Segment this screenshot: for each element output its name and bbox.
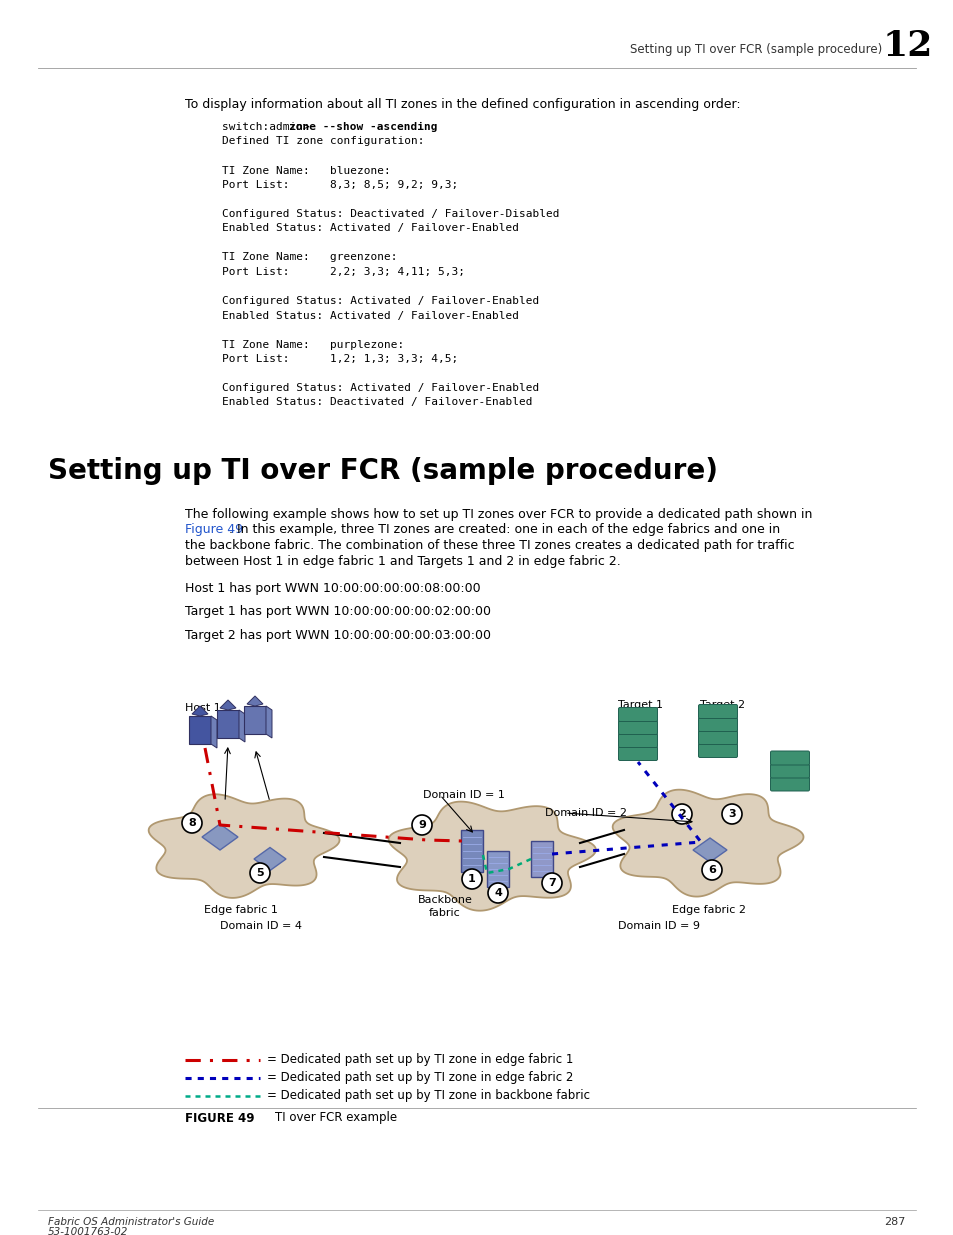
Text: 6: 6 bbox=[707, 864, 715, 876]
FancyBboxPatch shape bbox=[216, 710, 239, 739]
Polygon shape bbox=[388, 802, 596, 910]
FancyBboxPatch shape bbox=[244, 706, 266, 734]
FancyBboxPatch shape bbox=[770, 777, 809, 790]
Text: = Dedicated path set up by TI zone in backbone fabric: = Dedicated path set up by TI zone in ba… bbox=[267, 1089, 589, 1103]
Text: 5: 5 bbox=[256, 868, 264, 878]
FancyBboxPatch shape bbox=[189, 716, 211, 743]
Polygon shape bbox=[253, 847, 286, 871]
Circle shape bbox=[182, 813, 202, 832]
Text: Setting up TI over FCR (sample procedure): Setting up TI over FCR (sample procedure… bbox=[629, 43, 882, 57]
FancyBboxPatch shape bbox=[770, 764, 809, 778]
FancyBboxPatch shape bbox=[698, 730, 737, 745]
Text: Port List:      8,3; 8,5; 9,2; 9,3;: Port List: 8,3; 8,5; 9,2; 9,3; bbox=[222, 180, 457, 190]
FancyBboxPatch shape bbox=[531, 841, 553, 877]
Text: Figure 49: Figure 49 bbox=[185, 524, 243, 536]
Text: The following example shows how to set up TI zones over FCR to provide a dedicat: The following example shows how to set u… bbox=[185, 508, 812, 521]
FancyBboxPatch shape bbox=[618, 746, 657, 761]
Text: TI Zone Name:   purplezone:: TI Zone Name: purplezone: bbox=[222, 340, 404, 350]
Text: Host 1 has port WWN 10:00:00:00:00:08:00:00: Host 1 has port WWN 10:00:00:00:00:08:00… bbox=[185, 582, 480, 595]
Text: 1: 1 bbox=[468, 874, 476, 884]
Text: Port List:      1,2; 1,3; 3,3; 4,5;: Port List: 1,2; 1,3; 3,3; 4,5; bbox=[222, 354, 457, 364]
Text: FIGURE 49: FIGURE 49 bbox=[185, 1112, 254, 1125]
Text: Enabled Status: Activated / Failover-Enabled: Enabled Status: Activated / Failover-Ena… bbox=[222, 224, 518, 233]
Text: Edge fabric 2: Edge fabric 2 bbox=[671, 905, 745, 915]
Circle shape bbox=[250, 863, 270, 883]
Circle shape bbox=[541, 873, 561, 893]
Polygon shape bbox=[612, 789, 802, 897]
Text: between Host 1 in edge fabric 1 and Targets 1 and 2 in edge fabric 2.: between Host 1 in edge fabric 1 and Targ… bbox=[185, 555, 620, 568]
Polygon shape bbox=[202, 824, 237, 850]
Text: TI over FCR example: TI over FCR example bbox=[260, 1112, 396, 1125]
Text: Configured Status: Activated / Failover-Enabled: Configured Status: Activated / Failover-… bbox=[222, 383, 538, 393]
Polygon shape bbox=[211, 716, 216, 748]
Text: Target 1 has port WWN 10:00:00:00:00:02:00:00: Target 1 has port WWN 10:00:00:00:00:02:… bbox=[185, 605, 491, 619]
Circle shape bbox=[721, 804, 741, 824]
Text: 2: 2 bbox=[678, 809, 685, 819]
Text: TI Zone Name:   greenzone:: TI Zone Name: greenzone: bbox=[222, 252, 397, 263]
Text: 287: 287 bbox=[883, 1216, 905, 1228]
Text: fabric: fabric bbox=[429, 908, 460, 918]
Polygon shape bbox=[266, 706, 272, 739]
FancyBboxPatch shape bbox=[698, 743, 737, 757]
FancyBboxPatch shape bbox=[460, 830, 482, 872]
Text: Backbone: Backbone bbox=[417, 895, 472, 905]
Text: TI Zone Name:   bluezone:: TI Zone Name: bluezone: bbox=[222, 165, 391, 175]
Text: To display information about all TI zones in the defined configuration in ascend: To display information about all TI zone… bbox=[185, 98, 740, 111]
Circle shape bbox=[701, 860, 721, 881]
Text: Edge fabric 1: Edge fabric 1 bbox=[204, 905, 277, 915]
Polygon shape bbox=[692, 839, 726, 862]
Text: = Dedicated path set up by TI zone in edge fabric 2: = Dedicated path set up by TI zone in ed… bbox=[267, 1072, 573, 1084]
Text: Enabled Status: Activated / Failover-Enabled: Enabled Status: Activated / Failover-Ena… bbox=[222, 310, 518, 321]
Polygon shape bbox=[220, 700, 235, 710]
Text: = Dedicated path set up by TI zone in edge fabric 1: = Dedicated path set up by TI zone in ed… bbox=[267, 1053, 573, 1067]
Text: Defined TI zone configuration:: Defined TI zone configuration: bbox=[222, 137, 424, 147]
Text: zone --show -ascending: zone --show -ascending bbox=[289, 122, 437, 132]
Text: . In this example, three TI zones are created: one in each of the edge fabrics a: . In this example, three TI zones are cr… bbox=[229, 524, 780, 536]
Text: switch:admin>: switch:admin> bbox=[222, 122, 316, 132]
Text: Domain ID = 1: Domain ID = 1 bbox=[422, 790, 504, 800]
Text: Domain ID = 9: Domain ID = 9 bbox=[618, 921, 700, 931]
Text: 12: 12 bbox=[882, 28, 932, 63]
Polygon shape bbox=[239, 710, 245, 742]
Circle shape bbox=[671, 804, 691, 824]
Text: 53-1001763-02: 53-1001763-02 bbox=[48, 1228, 129, 1235]
Circle shape bbox=[461, 869, 481, 889]
Text: the backbone fabric. The combination of these three TI zones creates a dedicated: the backbone fabric. The combination of … bbox=[185, 538, 794, 552]
Text: Configured Status: Activated / Failover-Enabled: Configured Status: Activated / Failover-… bbox=[222, 296, 538, 306]
Text: Target 2: Target 2 bbox=[700, 700, 744, 710]
FancyBboxPatch shape bbox=[770, 751, 809, 764]
FancyBboxPatch shape bbox=[486, 851, 509, 887]
Text: Target 1: Target 1 bbox=[618, 700, 662, 710]
Text: 8: 8 bbox=[188, 818, 195, 827]
Text: 3: 3 bbox=[727, 809, 735, 819]
Text: Host 1: Host 1 bbox=[185, 703, 220, 713]
Circle shape bbox=[412, 815, 432, 835]
FancyBboxPatch shape bbox=[618, 720, 657, 735]
Text: Domain ID = 4: Domain ID = 4 bbox=[220, 921, 302, 931]
Text: Fabric OS Administrator's Guide: Fabric OS Administrator's Guide bbox=[48, 1216, 214, 1228]
FancyBboxPatch shape bbox=[698, 704, 737, 719]
Text: Enabled Status: Deactivated / Failover-Enabled: Enabled Status: Deactivated / Failover-E… bbox=[222, 398, 532, 408]
FancyBboxPatch shape bbox=[618, 734, 657, 747]
Text: Configured Status: Deactivated / Failover-Disabled: Configured Status: Deactivated / Failove… bbox=[222, 209, 558, 219]
Text: Target 2 has port WWN 10:00:00:00:00:03:00:00: Target 2 has port WWN 10:00:00:00:00:03:… bbox=[185, 629, 491, 642]
Text: 9: 9 bbox=[417, 820, 425, 830]
Text: Port List:      2,2; 3,3; 4,11; 5,3;: Port List: 2,2; 3,3; 4,11; 5,3; bbox=[222, 267, 464, 277]
Text: 4: 4 bbox=[494, 888, 501, 898]
Text: 7: 7 bbox=[548, 878, 556, 888]
Polygon shape bbox=[149, 794, 339, 898]
Circle shape bbox=[488, 883, 507, 903]
FancyBboxPatch shape bbox=[618, 708, 657, 721]
FancyBboxPatch shape bbox=[698, 718, 737, 731]
Polygon shape bbox=[247, 697, 263, 706]
Text: Setting up TI over FCR (sample procedure): Setting up TI over FCR (sample procedure… bbox=[48, 457, 718, 485]
Text: Domain ID = 2: Domain ID = 2 bbox=[544, 808, 626, 818]
Polygon shape bbox=[192, 706, 208, 716]
